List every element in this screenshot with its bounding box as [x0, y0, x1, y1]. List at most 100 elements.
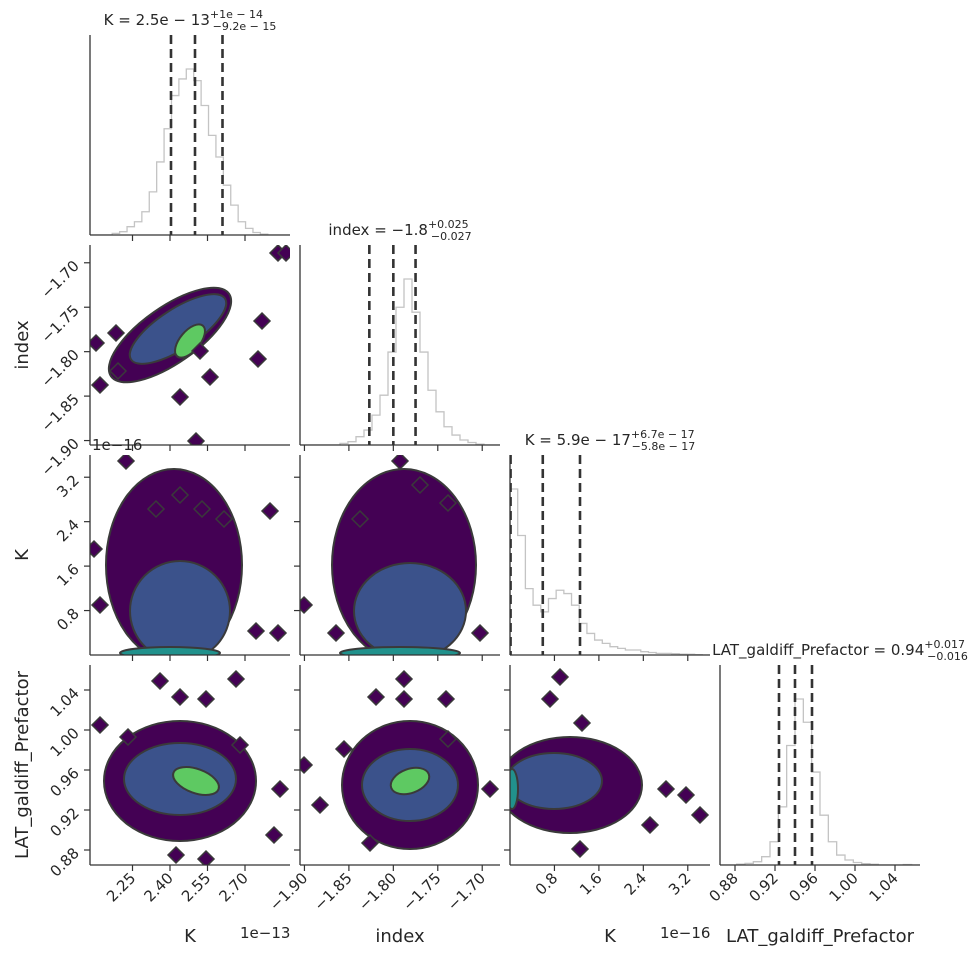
outlier-point [436, 689, 456, 709]
y-tick-label: 2.4 [53, 516, 83, 546]
outlier-point [390, 455, 410, 471]
y-axis-label: index [12, 320, 33, 370]
x-tick-label: 0.88 [705, 869, 741, 905]
density-contour [172, 766, 220, 796]
x-axis-label: K [604, 926, 617, 947]
x-tick-label: 1.04 [865, 869, 901, 905]
panel-title: LAT_galdiff_Prefactor = 0.94+0.017 −0.016 [712, 638, 968, 663]
x-tick-label: 2.4 [621, 869, 651, 899]
density-contour [510, 768, 519, 810]
outlier-point [90, 539, 104, 559]
outlier-point [90, 333, 106, 353]
outlier-point [394, 689, 414, 709]
x-tick-label: −1.70 [444, 869, 489, 914]
outlier-point [310, 795, 330, 815]
x-tick-label: 1.6 [576, 869, 606, 899]
outlier-point [366, 687, 386, 707]
density-contour [129, 560, 231, 655]
outlier-point [550, 667, 570, 687]
x-axis-label: index [375, 926, 425, 947]
outlier-point [192, 499, 212, 519]
contour-panel-1-0: −1.90−1.85−1.80−1.75−1.70 [38, 245, 290, 480]
y-tick-label: −1.80 [38, 346, 83, 391]
outlier-point [410, 475, 430, 495]
outlier-point [676, 785, 696, 805]
outlier-point [246, 621, 266, 641]
outlier-point [186, 431, 206, 445]
outlier-point [438, 729, 458, 749]
y-axis-label: K [12, 548, 33, 561]
histogram-line [510, 488, 710, 655]
histogram-line [300, 278, 500, 445]
outlier-point [270, 779, 290, 799]
outlier-point [118, 727, 138, 747]
outlier-point [334, 739, 354, 759]
outlier-point [326, 623, 346, 643]
x-axis-label: LAT_galdiff_Prefactor [726, 926, 915, 947]
outlier-point [106, 323, 126, 343]
outlier-point [480, 779, 500, 799]
y-offset-text: 1e−16 [92, 436, 142, 454]
y-tick-label: 1.6 [53, 560, 83, 590]
outlier-point [540, 689, 560, 709]
outlier-point [640, 815, 660, 835]
x-offset-text: 1e−13 [240, 924, 290, 942]
outlier-point [252, 311, 272, 331]
hist-panel-0: K = 2.5e − 13+1e − 14 −9.2e − 15 [89, 8, 290, 241]
density-contour [339, 646, 461, 655]
y-tick-label: 1.00 [46, 724, 82, 760]
x-tick-label: 2.55 [178, 869, 214, 905]
y-tick-label: 1.04 [46, 684, 82, 720]
outlier-point [438, 493, 458, 513]
outlier-point [190, 341, 210, 361]
y-tick-label: −1.70 [38, 257, 83, 302]
outlier-point [470, 623, 490, 643]
y-tick-label: 0.96 [46, 764, 82, 800]
outlier-point [300, 755, 314, 775]
outlier-point [90, 715, 110, 735]
outlier-point [570, 839, 590, 859]
density-contour [510, 752, 603, 810]
outlier-point [350, 509, 370, 529]
x-tick-label: 2.40 [140, 869, 176, 905]
outlier-point [170, 387, 190, 407]
x-tick-label: 0.8 [532, 869, 562, 899]
outlier-point [360, 833, 380, 853]
outlier-point [90, 595, 110, 615]
x-tick-label: 2.70 [215, 869, 251, 905]
panel-title: K = 2.5e − 13+1e − 14 −9.2e − 15 [104, 8, 277, 33]
panel-title: K = 5.9e − 17+6.7e − 17 −5.8e − 17 [525, 428, 696, 453]
y-tick-label: 0.88 [46, 844, 82, 880]
histogram-line [90, 68, 290, 235]
contour-panel-3-1: −1.90 −1.85 −1.80 −1.75 −1.70 [266, 665, 500, 914]
y-tick-label: −1.85 [38, 390, 83, 435]
hist-panel-1: index = −1.8+0.025 −0.027 [299, 218, 500, 451]
contour-panel-2-1 [294, 455, 500, 661]
x-tick-label: 2.25 [103, 869, 139, 905]
x-tick-label: −1.90 [266, 869, 311, 914]
x-tick-label: −1.75 [399, 869, 444, 914]
outlier-point [248, 349, 268, 369]
density-contour [119, 646, 221, 655]
outlier-point [226, 669, 246, 689]
outlier-point [690, 805, 710, 825]
outlier-point [196, 849, 216, 865]
x-tick-label: 0.92 [745, 869, 781, 905]
y-tick-label: 0.8 [53, 605, 83, 635]
contour-panel-3-0: 2.25 2.40 2.55 2.70 0.88 0.92 0.96 1.00 1.04 [46, 665, 290, 905]
density-contour [389, 766, 431, 796]
y-tick-label: −1.75 [38, 301, 83, 346]
outlier-point [150, 671, 170, 691]
x-tick-label: −1.80 [355, 869, 400, 914]
x-tick-label: 3.2 [665, 869, 695, 899]
panel-title: index = −1.8+0.025 −0.027 [328, 218, 471, 243]
y-tick-label: −1.90 [38, 435, 83, 480]
outlier-point [656, 779, 676, 799]
contour-panel-3-2: 0.8 1.6 2.4 3.2 [504, 665, 710, 899]
outlier-point [166, 845, 186, 865]
x-offset-text: 1e−16 [660, 924, 710, 942]
outlier-point [108, 361, 128, 381]
y-tick-label: 3.2 [53, 471, 83, 501]
x-tick-label: −1.85 [310, 869, 355, 914]
